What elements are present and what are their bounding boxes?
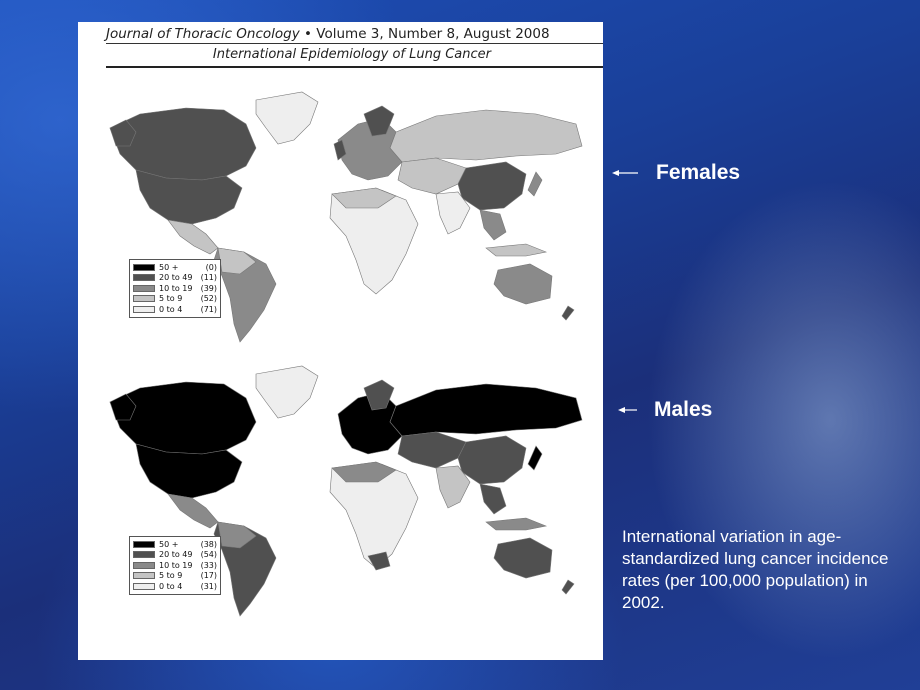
russia-shape	[389, 109, 583, 163]
legend-row: 0 to 4 (31)	[133, 581, 217, 592]
journal-issue: Volume 3, Number 8, August 2008	[316, 26, 550, 42]
central-america-shape	[167, 219, 219, 255]
figure-caption: International variation in age-standardi…	[622, 527, 889, 612]
scandinavia-shape	[363, 379, 395, 411]
females-legend: 50 + (0) 20 to 49 (11) 10 to 19 (39) 5 t…	[129, 259, 221, 318]
legend-count: (52)	[200, 294, 217, 304]
greenland-shape	[255, 365, 319, 419]
header-bullet: •	[304, 26, 312, 42]
new-zealand-shape	[561, 579, 575, 595]
legend-count: (54)	[200, 550, 217, 560]
south-america-north-shape	[217, 521, 257, 549]
uk-shape	[333, 139, 347, 161]
males-label-text: Males	[654, 398, 713, 421]
legend-count: (11)	[200, 273, 217, 283]
journal-header: Journal of Thoracic Oncology • Volume 3,…	[106, 26, 603, 44]
legend-row: 5 to 9 (17)	[133, 571, 217, 582]
legend-swatch	[133, 551, 155, 559]
legend-row: 10 to 19 (39)	[133, 283, 217, 294]
north-africa-shape	[331, 461, 397, 483]
india-shape	[435, 465, 471, 509]
legend-swatch	[133, 305, 155, 313]
legend-row: 0 to 4 (71)	[133, 304, 217, 315]
journal-name: Journal of Thoracic Oncology	[106, 26, 300, 42]
scandinavia-shape	[363, 105, 395, 137]
males-map: 50 + (38) 20 to 49 (54) 10 to 19 (33) 5 …	[106, 360, 586, 620]
legend-range: 5 to 9	[159, 571, 183, 581]
southeast-asia-shape	[479, 483, 507, 515]
legend-range: 0 to 4	[159, 581, 183, 591]
china-shape	[457, 435, 527, 485]
legend-count: (39)	[200, 283, 217, 293]
alaska-shape	[109, 393, 137, 421]
legend-swatch	[133, 561, 155, 569]
legend-count: (71)	[200, 304, 217, 314]
southeast-asia-shape	[479, 209, 507, 241]
legend-count: (38)	[200, 539, 217, 549]
legend-count: (0)	[205, 262, 217, 272]
section-title: International Epidemiology of Lung Cance…	[106, 47, 603, 68]
china-shape	[457, 161, 527, 211]
females-world-map	[109, 91, 583, 343]
russia-shape	[389, 383, 583, 437]
legend-range: 50 +	[159, 262, 179, 272]
central-asia-shape	[397, 157, 467, 195]
japan-shape	[527, 445, 543, 471]
canada-shape	[109, 107, 257, 181]
left-arrow-icon	[612, 168, 640, 178]
males-legend: 50 + (38) 20 to 49 (54) 10 to 19 (33) 5 …	[129, 536, 221, 595]
legend-range: 20 to 49	[159, 550, 193, 560]
japan-shape	[527, 171, 543, 197]
legend-swatch	[133, 263, 155, 271]
legend-row: 20 to 49 (11)	[133, 273, 217, 284]
alaska-shape	[109, 119, 137, 147]
central-asia-shape	[397, 431, 467, 469]
canada-shape	[109, 381, 257, 455]
south-africa-shape	[367, 551, 391, 571]
journal-page-image: Journal of Thoracic Oncology • Volume 3,…	[78, 22, 603, 660]
left-arrow-icon	[618, 405, 638, 415]
legend-row: 50 + (38)	[133, 539, 217, 550]
females-label: Females	[612, 161, 740, 185]
legend-range: 10 to 19	[159, 560, 193, 570]
legend-count: (17)	[200, 571, 217, 581]
africa-shape	[329, 187, 419, 295]
usa-shape	[135, 169, 243, 225]
australia-shape	[493, 263, 553, 305]
legend-count: (31)	[200, 581, 217, 591]
females-map: 50 + (0) 20 to 49 (11) 10 to 19 (39) 5 t…	[106, 84, 586, 344]
legend-swatch	[133, 540, 155, 548]
indonesia-shape	[485, 517, 548, 531]
india-shape	[435, 191, 471, 235]
legend-count: (33)	[200, 560, 217, 570]
legend-row: 10 to 19 (33)	[133, 560, 217, 571]
males-label: Males	[618, 398, 712, 422]
legend-range: 0 to 4	[159, 304, 183, 314]
males-world-map	[109, 365, 583, 617]
legend-swatch	[133, 284, 155, 292]
legend-range: 50 +	[159, 539, 179, 549]
legend-row: 20 to 49 (54)	[133, 550, 217, 561]
indonesia-shape	[485, 243, 548, 257]
south-america-north-shape	[217, 247, 257, 275]
legend-row: 50 + (0)	[133, 262, 217, 273]
females-label-text: Females	[656, 161, 741, 184]
australia-shape	[493, 537, 553, 579]
north-africa-shape	[331, 187, 397, 209]
new-zealand-shape	[561, 305, 575, 321]
legend-row: 5 to 9 (52)	[133, 294, 217, 305]
legend-range: 5 to 9	[159, 294, 183, 304]
central-america-shape	[167, 493, 219, 529]
usa-shape	[135, 443, 243, 499]
legend-swatch	[133, 295, 155, 303]
greenland-shape	[255, 91, 319, 145]
legend-swatch	[133, 582, 155, 590]
legend-range: 10 to 19	[159, 283, 193, 293]
legend-swatch	[133, 572, 155, 580]
legend-range: 20 to 49	[159, 273, 193, 283]
legend-swatch	[133, 274, 155, 282]
